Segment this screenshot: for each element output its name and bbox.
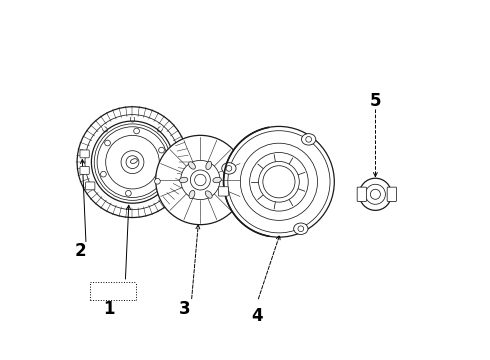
Text: 3: 3: [178, 300, 190, 318]
FancyBboxPatch shape: [80, 166, 89, 174]
Text: 2: 2: [75, 242, 87, 260]
Circle shape: [241, 143, 318, 220]
Ellipse shape: [222, 163, 236, 174]
FancyBboxPatch shape: [357, 187, 367, 202]
Circle shape: [106, 135, 159, 189]
Ellipse shape: [130, 159, 137, 163]
Circle shape: [306, 136, 312, 142]
Circle shape: [126, 156, 139, 168]
Circle shape: [366, 184, 386, 204]
Circle shape: [125, 190, 131, 196]
Circle shape: [249, 153, 308, 211]
Circle shape: [298, 226, 304, 231]
FancyBboxPatch shape: [86, 182, 95, 190]
Text: 1: 1: [103, 300, 115, 318]
Circle shape: [359, 178, 392, 210]
Circle shape: [85, 114, 180, 210]
Ellipse shape: [189, 190, 195, 199]
Circle shape: [181, 160, 220, 200]
FancyBboxPatch shape: [80, 150, 89, 158]
Circle shape: [195, 174, 206, 186]
Circle shape: [259, 161, 299, 202]
Ellipse shape: [156, 135, 245, 225]
Ellipse shape: [206, 161, 212, 170]
Text: 5: 5: [369, 93, 381, 111]
Circle shape: [263, 166, 295, 198]
Circle shape: [154, 179, 160, 184]
Circle shape: [223, 126, 334, 237]
Ellipse shape: [179, 177, 188, 183]
Circle shape: [134, 128, 140, 134]
Circle shape: [100, 171, 106, 177]
Circle shape: [92, 121, 173, 203]
Circle shape: [77, 107, 188, 217]
Text: 4: 4: [252, 307, 263, 325]
Ellipse shape: [301, 134, 316, 145]
Circle shape: [121, 151, 144, 174]
Ellipse shape: [294, 223, 308, 234]
Circle shape: [190, 170, 210, 190]
Ellipse shape: [205, 191, 212, 198]
Circle shape: [159, 147, 164, 153]
Circle shape: [370, 189, 380, 199]
Circle shape: [105, 140, 110, 146]
FancyBboxPatch shape: [219, 187, 228, 196]
FancyBboxPatch shape: [387, 187, 396, 202]
Circle shape: [226, 166, 232, 171]
Ellipse shape: [213, 177, 221, 183]
Ellipse shape: [189, 162, 196, 169]
